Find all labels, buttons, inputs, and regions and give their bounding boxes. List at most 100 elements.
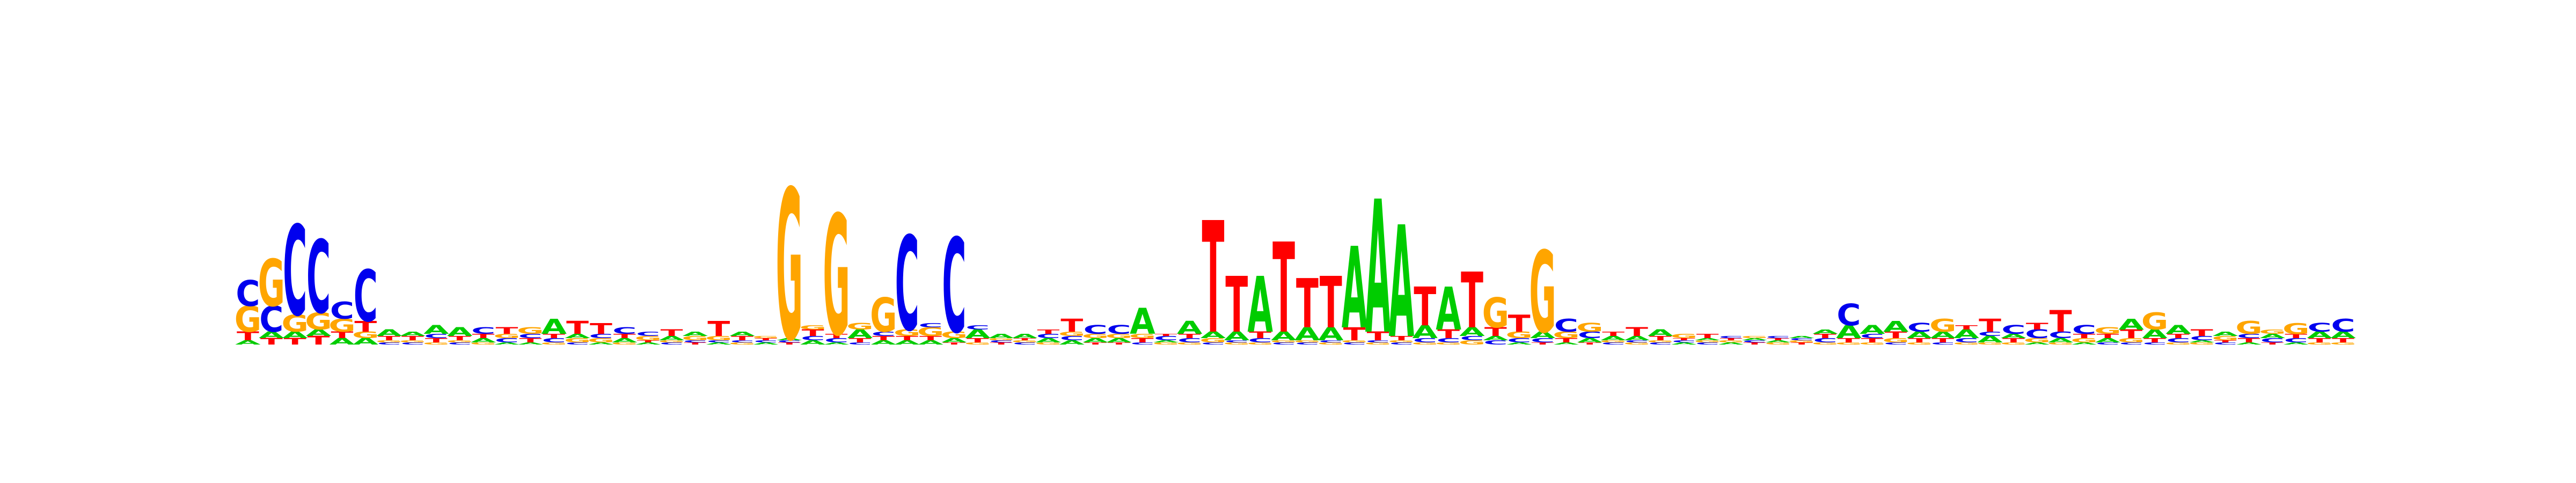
- logo-letter-c: C: [1177, 337, 1202, 344]
- logo-letter-a: A: [1836, 321, 1862, 342]
- logo-letter-a: A: [423, 323, 449, 337]
- logo-letter-t: T: [378, 335, 400, 342]
- logo-letter-g: G: [658, 340, 685, 343]
- logo-letter-t: T: [1955, 324, 1978, 331]
- logo-letter-g: G: [800, 324, 826, 331]
- logo-letter-a: A: [1247, 261, 1273, 350]
- logo-letter-t: T: [637, 340, 660, 343]
- logo-letter-g: G: [2306, 342, 2333, 345]
- logo-letter-c: C: [1554, 315, 1578, 336]
- logo-letter-g: G: [1459, 339, 1485, 346]
- logo-letter-g: G: [729, 342, 756, 345]
- logo-letter-t: T: [2167, 333, 2190, 340]
- logo-letter-g: G: [588, 337, 614, 344]
- logo-letter-t: T: [2191, 328, 2213, 338]
- logo-letter-g: G: [1294, 340, 1321, 343]
- logo-letter-a: A: [1342, 224, 1367, 354]
- logo-letter-t: T: [896, 335, 918, 342]
- logo-letter-a: A: [941, 337, 967, 344]
- logo-letter-t: T: [1814, 333, 1836, 340]
- logo-letter-t: T: [1108, 342, 1130, 345]
- logo-letter-g: G: [682, 335, 708, 342]
- logo-letter-t: T: [1014, 338, 1036, 341]
- logo-letter-c: C: [636, 331, 660, 338]
- logo-letter-a: A: [330, 336, 355, 347]
- logo-letter-g: G: [1318, 342, 1344, 345]
- logo-letter-t: T: [1720, 338, 1743, 341]
- logo-letter-a: A: [1318, 324, 1344, 345]
- logo-letter-c: C: [965, 324, 990, 331]
- logo-letter-a: A: [2095, 337, 2121, 344]
- logo-letter-g: G: [1106, 333, 1132, 340]
- logo-letter-a: A: [2213, 331, 2238, 338]
- logo-letter-t: T: [1532, 342, 1554, 345]
- logo-letter-a: A: [753, 342, 779, 345]
- logo-letter-a: A: [259, 330, 284, 340]
- logo-letter-c: C: [1319, 340, 1343, 343]
- logo-letter-g: G: [1812, 342, 1839, 345]
- logo-letter-c: C: [2260, 337, 2285, 344]
- logo-letter-g: G: [2047, 342, 2074, 345]
- logo-letter-a: A: [635, 342, 661, 345]
- logo-letter-c: C: [707, 340, 731, 343]
- logo-letter-t: T: [401, 335, 424, 342]
- logo-letter-a: A: [800, 339, 826, 346]
- logo-letter-c: C: [1790, 338, 1814, 341]
- logo-letter-c: C: [306, 219, 331, 336]
- logo-letter-g: G: [1882, 337, 1909, 344]
- logo-letter-a: A: [400, 331, 426, 338]
- logo-letter-a: A: [918, 339, 943, 346]
- logo-letter-g: G: [1576, 321, 1603, 335]
- logo-letter-c: C: [1531, 337, 1555, 344]
- logo-letter-g: G: [2282, 320, 2309, 338]
- logo-letter-t: T: [260, 336, 283, 347]
- logo-letter-a: A: [1554, 342, 1579, 345]
- logo-letter-c: C: [1389, 342, 1414, 345]
- logo-letter-t: T: [1673, 338, 1695, 341]
- logo-letter-c: C: [2237, 333, 2261, 340]
- logo-letter-a: A: [2048, 337, 2074, 344]
- logo-letter-g: G: [1647, 340, 1674, 343]
- logo-letter-g: G: [987, 338, 1014, 341]
- logo-letter-t: T: [2143, 337, 2166, 344]
- logo-letter-t: T: [1037, 328, 1059, 335]
- logo-letter-t: T: [1979, 315, 2001, 336]
- logo-letter-t: T: [1885, 330, 1907, 340]
- logo-letter-c: C: [1060, 335, 1084, 342]
- logo-letter-g: G: [447, 340, 473, 343]
- logo-letter-g: G: [2189, 342, 2215, 345]
- logo-letter-t: T: [1743, 342, 1766, 345]
- logo-letter-g: G: [2235, 317, 2262, 338]
- logo-letter-g: G: [1906, 342, 1933, 345]
- logo-letter-a: A: [2330, 330, 2356, 340]
- logo-letter-a: A: [588, 342, 614, 345]
- logo-letter-g: G: [1788, 340, 1815, 343]
- logo-letter-t: T: [778, 342, 801, 345]
- logo-letter-a: A: [2307, 330, 2332, 340]
- logo-letter-c: C: [660, 342, 684, 345]
- logo-letter-c: C: [2048, 330, 2073, 340]
- logo-letter-a: A: [1600, 335, 1626, 342]
- logo-letter-c: C: [1130, 342, 1154, 345]
- logo-letter-c: C: [542, 337, 566, 344]
- logo-letter-g: G: [1553, 330, 1579, 340]
- logo-letter-c: C: [1625, 340, 1649, 343]
- logo-letter-c: C: [495, 337, 519, 344]
- logo-letter-a: A: [989, 333, 1014, 340]
- logo-letter-t: T: [2120, 327, 2143, 341]
- logo-letter-t: T: [2285, 333, 2307, 340]
- logo-letter-t: T: [2096, 333, 2119, 340]
- logo-letter-g: G: [1058, 331, 1085, 338]
- logo-letter-a: A: [729, 331, 755, 338]
- logo-letter-a: A: [2119, 316, 2145, 333]
- logo-letter-g: G: [1765, 342, 1791, 345]
- logo-letter-t: T: [1767, 338, 1789, 341]
- logo-letter-c: C: [259, 299, 283, 341]
- logo-letter-a: A: [1530, 330, 1556, 340]
- logo-letter-g: G: [1741, 335, 1768, 339]
- logo-letter-c: C: [801, 335, 825, 342]
- logo-letter-t: T: [684, 342, 706, 345]
- logo-letter-a: A: [1907, 330, 1933, 340]
- logo-letter-a: A: [2165, 323, 2191, 337]
